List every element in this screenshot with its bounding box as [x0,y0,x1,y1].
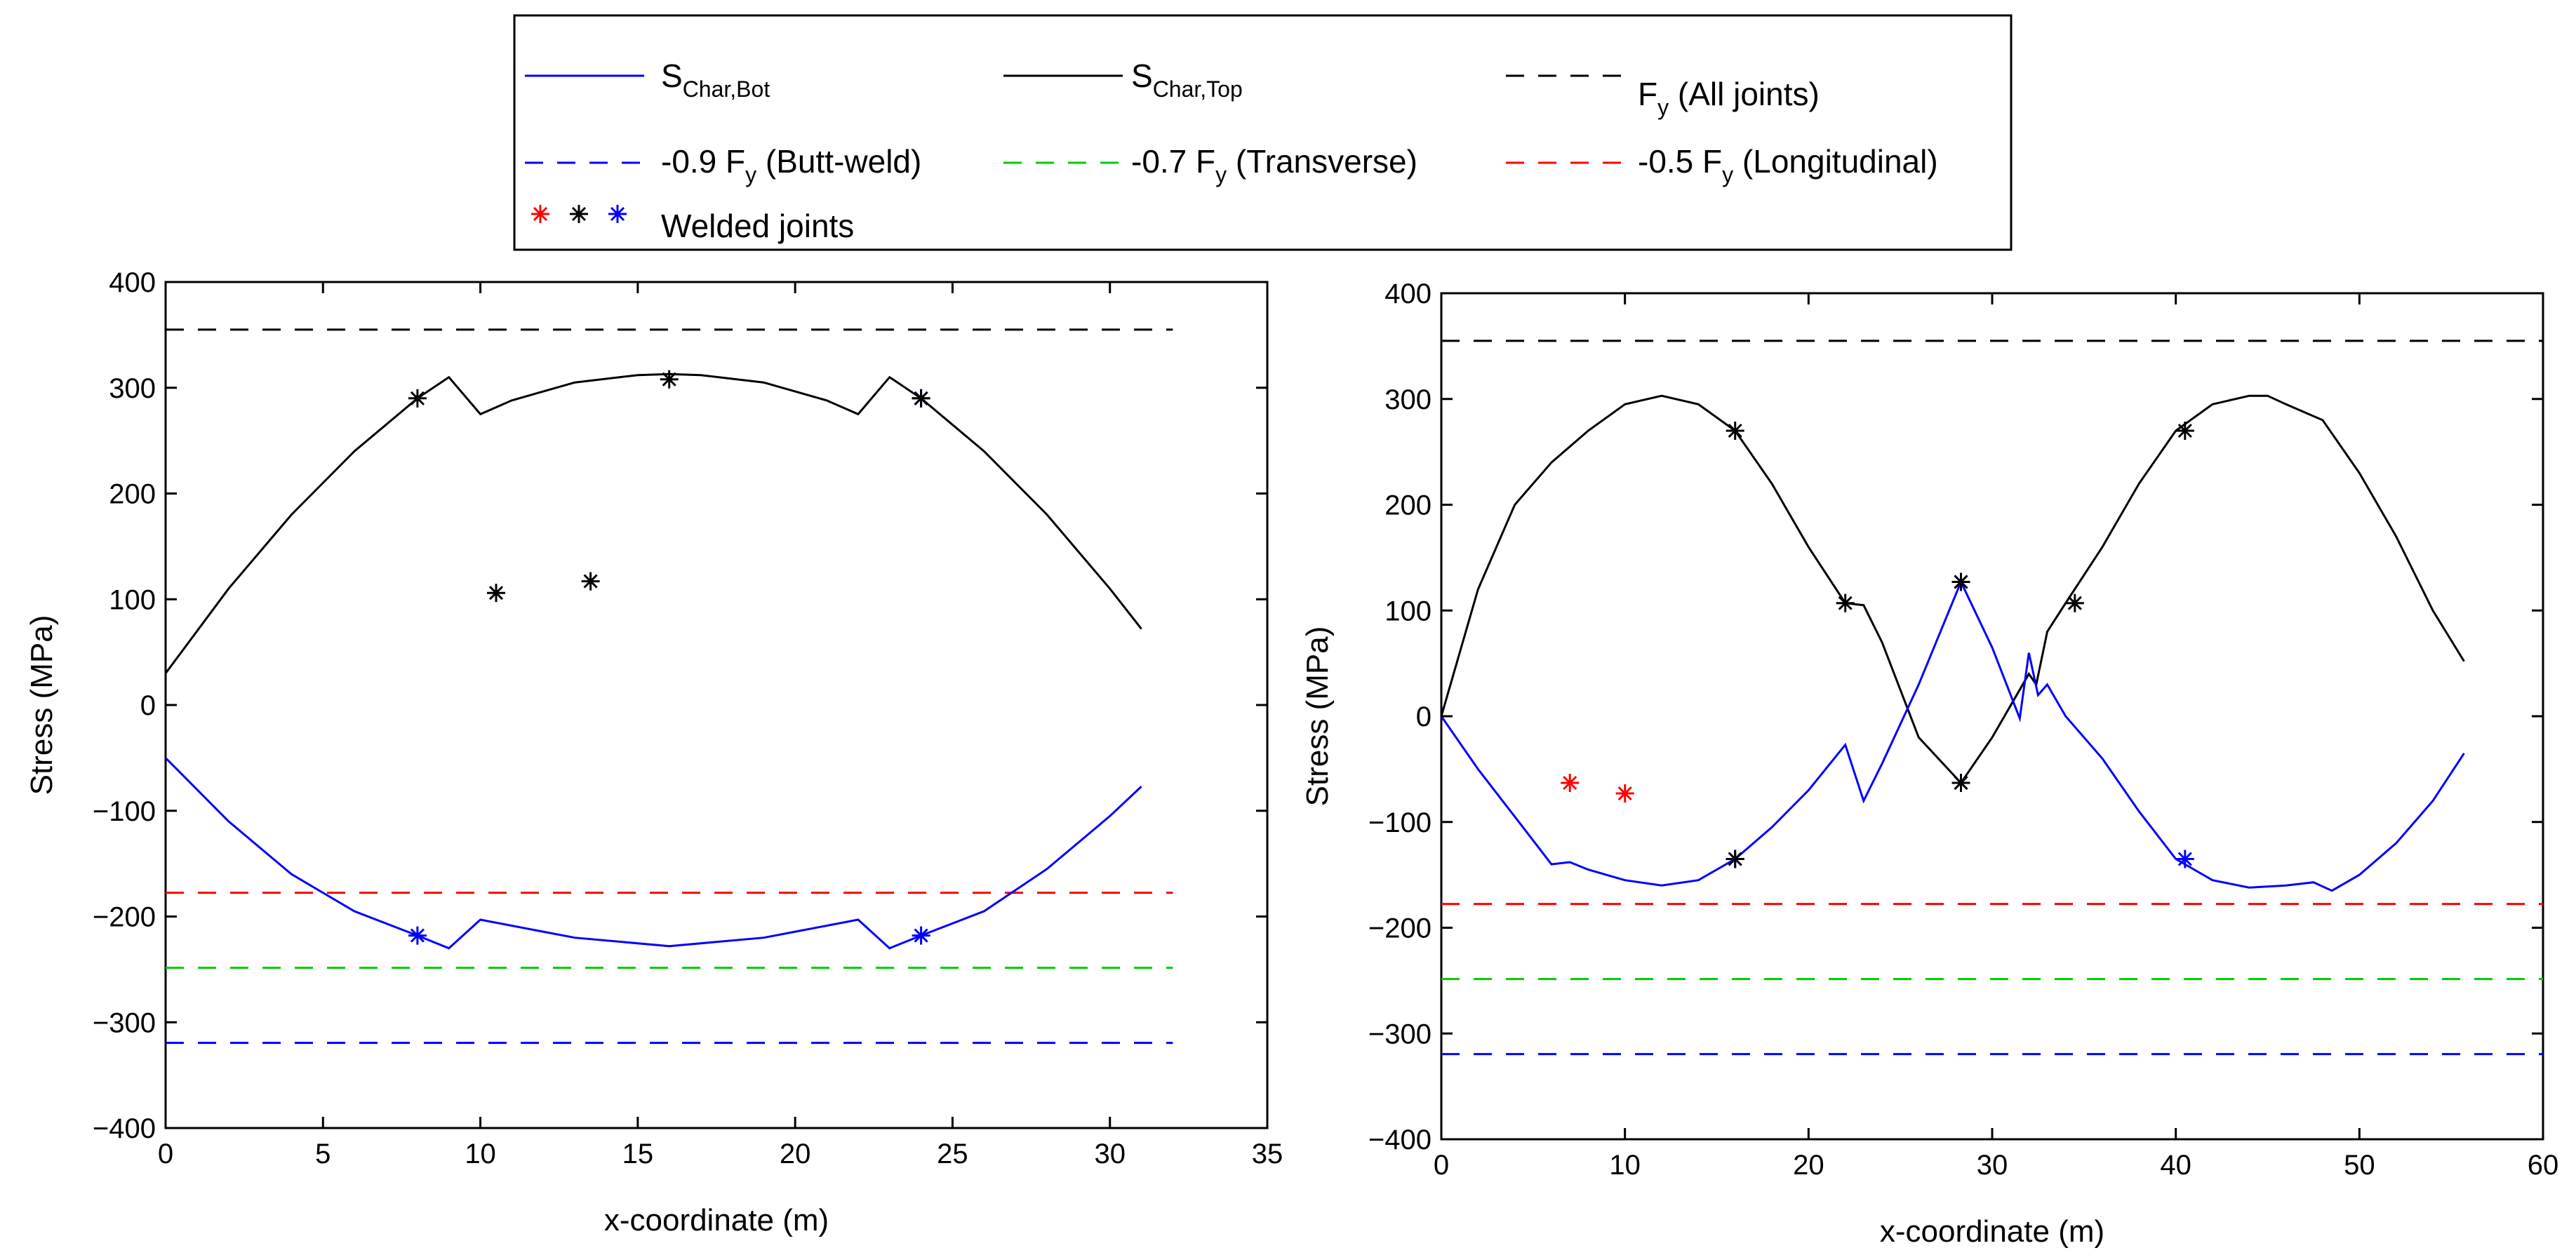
chart-right-y-tick-label: −400 [1368,1125,1432,1155]
chart-left-series [164,373,1142,950]
chart-right-welded-joint-marker [2175,422,2194,440]
chart-left-welded-joint-marker [487,584,505,603]
chart-right-welded-joint-marker [1615,784,1634,803]
chart-right-welded-joint-marker [1726,850,1744,868]
chart-left-x-tick-label: 10 [465,1139,496,1169]
chart-left-welded-joint-marker [581,572,600,591]
chart-right-welded-joint-marker [1951,774,1970,792]
chart-right-y-tick-label: 400 [1384,278,1432,309]
chart-right-welded-joint-marker [1836,593,1855,612]
chart-left-x-tick-label: 35 [1252,1139,1283,1169]
chart-left-series-line [164,757,1142,950]
chart-left-y-tick-label: −100 [93,796,156,827]
legend-star-red [531,205,549,223]
chart-right-y-tick-label: −200 [1368,913,1432,944]
chart-right-welded-joint-markers [1561,422,2194,868]
chart-right: 0 10 20 30 40 50 60 400 300 200 100 0 −100 −200 −300 −… [1300,278,2558,1249]
chart-right-welded-joint-marker [1561,774,1580,792]
chart-left-x-tick-label: 30 [1094,1139,1126,1169]
chart-left-series-line [164,373,1142,674]
chart-right-y-tick-label: 200 [1384,490,1432,521]
chart-left-x-tick-label: 0 [158,1139,173,1169]
chart-left-welded-joint-marker [660,370,679,389]
legend-label-welded-joints: Welded joints [661,208,854,244]
chart-left-y-tick-label: −400 [93,1113,156,1144]
legend: SChar,Bot SChar,Top Fy (All joints) -0.9… [513,14,2013,251]
chart-left-welded-joint-marker [912,389,930,408]
chart-right-x-tick-label: 40 [2160,1150,2191,1181]
chart-right-x-tick-label: 20 [1793,1150,1824,1181]
chart-left: 0 5 10 15 20 25 30 35 400 300 200 100 0 −100 −200 −300… [25,267,1283,1237]
chart-right-x-tick-label: 0 [1434,1150,1449,1181]
chart-right-y-tick-label: 300 [1384,384,1432,415]
chart-right-y-label: Stress (MPa) [1300,626,1335,807]
chart-right-y-tick-label: −300 [1368,1019,1432,1049]
chart-right-axes-box [1440,292,2544,1141]
legend-label-bot: SChar,Bot [661,58,770,102]
chart-left-x-tick-label: 20 [780,1139,811,1169]
chart-left-welded-joint-marker [912,926,930,945]
chart-left-welded-joint-marker [408,926,427,945]
chart-left-y-tick-label: 300 [109,373,156,404]
legend-box [513,14,2013,251]
chart-right-x-label: x-coordinate (m) [1880,1214,2104,1249]
chart-right-x-tick-label: 60 [2528,1150,2559,1181]
legend-label-transverse: -0.7 Fy (Transverse) [1131,143,1417,187]
chart-left-axes-box [164,281,1269,1129]
chart-left-x-label: x-coordinate (m) [604,1203,829,1237]
chart-right-x-ticks: 0 10 20 30 40 50 60 [1434,293,2558,1181]
chart-right-y-tick-label: 100 [1384,596,1432,626]
legend-star-blue [608,205,627,223]
chart-left-y-tick-label: −300 [93,1007,156,1038]
chart-right-welded-joint-marker [2065,593,2084,612]
chart-left-y-label: Stress (MPa) [25,615,59,796]
chart-right-x-tick-label: 10 [1609,1150,1641,1181]
chart-left-welded-joint-marker [408,389,427,408]
chart-left-x-tick-label: 25 [937,1139,968,1169]
chart-right-welded-joint-marker [2175,850,2194,868]
chart-right-welded-joint-marker [1951,572,1970,591]
chart-left-y-tick-label: 0 [140,690,156,721]
legend-label-buttweld: -0.9 Fy (Butt-weld) [661,143,921,187]
chart-left-y-tick-label: 100 [109,584,156,615]
chart-right-reference-lines [1441,340,2543,1056]
chart-right-y-tick-label: −100 [1368,807,1432,838]
chart-left-y-tick-label: 200 [109,479,156,510]
legend-label-fy: Fy (All joints) [1638,76,1820,120]
chart-left-welded-joint-markers [408,370,930,945]
legend-star-black [570,205,588,223]
legend-label-longitudinal: -0.5 Fy (Longitudinal) [1638,143,1938,187]
chart-right-x-tick-label: 30 [1977,1150,2008,1181]
chart-left-x-tick-label: 5 [315,1139,331,1169]
chart-right-series-line [1440,579,2465,892]
legend-label-top: SChar,Top [1131,58,1243,102]
chart-left-y-tick-label: −200 [93,902,156,933]
chart-left-reference-lines [166,328,1173,1045]
chart-right-series-line [1440,394,2465,785]
chart-right-y-tick-label: 0 [1416,702,1432,732]
chart-left-x-tick-label: 15 [622,1139,654,1169]
legend-swatch-welded-joints [531,205,627,223]
chart-right-series [1440,394,2465,892]
chart-left-y-ticks: 400 300 200 100 0 −100 −200 −300 −400 [93,267,1267,1144]
chart-left-y-tick-label: 400 [109,267,156,298]
chart-right-welded-joint-marker [1726,422,1744,440]
chart-left-x-ticks: 0 5 10 15 20 25 30 35 [158,282,1283,1169]
chart-right-y-ticks: 400 300 200 100 0 −100 −200 −300 −400 [1368,278,2543,1155]
chart-right-x-tick-label: 50 [2344,1150,2375,1181]
